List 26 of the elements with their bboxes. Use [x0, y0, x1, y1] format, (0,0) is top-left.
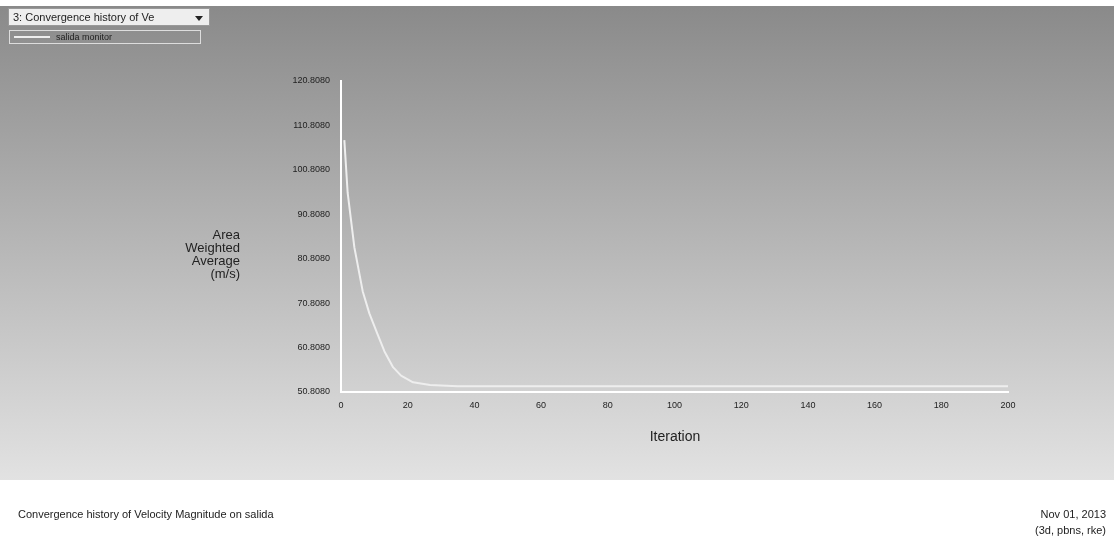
x-tick-label: 60 — [536, 399, 547, 410]
x-tick-label: 120 — [733, 399, 749, 410]
text: Convergence history of Velocity Magnitude on salida — [18, 508, 274, 520]
y-tick-label: 100.8080 — [292, 164, 330, 175]
x-tick-label: 140 — [800, 399, 816, 410]
y-tick-label: 90.8080 — [297, 208, 330, 219]
y-tick-label: 80.8080 — [297, 253, 330, 264]
x-tick-label: 200 — [1000, 399, 1016, 410]
text: Nov 01, 2013 — [1040, 508, 1106, 520]
x-tick-label: 20 — [402, 399, 413, 410]
legend-label: salida monitor — [56, 32, 113, 42]
y-axis-title: Area Weighted Average (m/s) — [184, 227, 240, 281]
y-tick-label: 70.8080 — [297, 297, 330, 308]
y-tick-label: 50.8080 — [297, 386, 330, 397]
x-tick-label: 100 — [666, 399, 683, 410]
x-axis-title: Iteration — [648, 428, 702, 444]
x-tick-label: 80 — [602, 399, 613, 410]
x-tick-label: 40 — [469, 399, 480, 410]
y-tick-label: 60.8080 — [297, 342, 330, 353]
text: 3: Convergence history of Ve — [8, 8, 210, 26]
text: (3d, pbns, rke) — [1035, 524, 1106, 536]
x-tick-label: 0 — [338, 399, 344, 410]
y-tick-label: 110.8080 — [293, 119, 330, 130]
x-tick-label: 180 — [933, 399, 949, 410]
x-tick-label: 160 — [867, 399, 883, 410]
y-tick-label: 120.8080 — [292, 75, 330, 86]
